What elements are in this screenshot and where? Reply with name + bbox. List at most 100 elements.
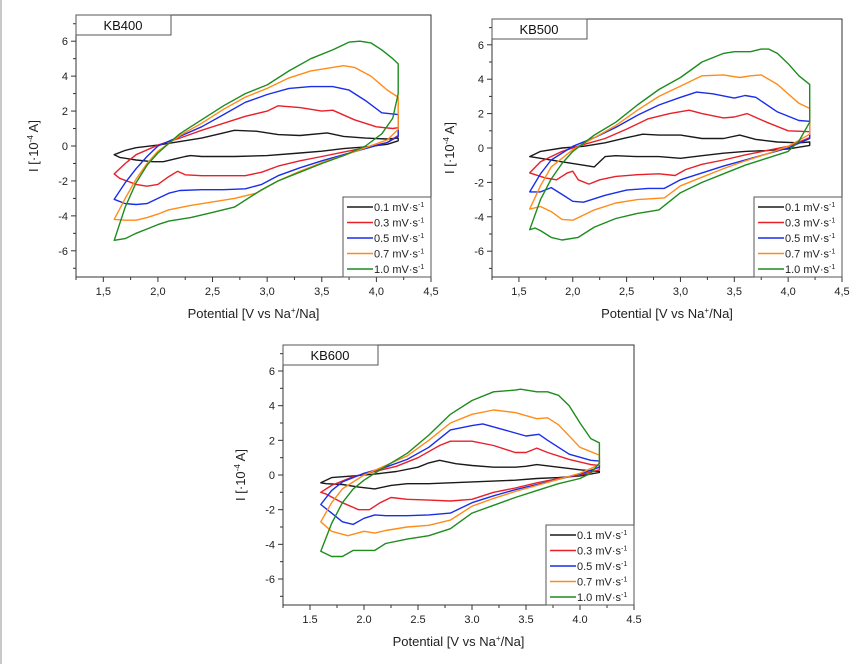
y-tick-label: 6 [269, 366, 275, 378]
legend-item: 0.1 mV·s-1 [550, 530, 627, 542]
y-tick-label: 2 [478, 109, 484, 121]
legend-label-superscript: -1 [829, 233, 835, 240]
legend-label-main: 1.0 mV·s [785, 264, 830, 276]
y-axis-label: I [·10-4 A] [442, 122, 457, 174]
x-axis-label-superscript: + [496, 634, 501, 643]
x-axis-label-suffix: /Na] [296, 306, 320, 321]
y-axis-label-suffix: A] [442, 122, 457, 137]
legend-label-superscript: -1 [621, 530, 627, 537]
legend-item: 0.1 mV·s-1 [347, 202, 424, 214]
x-tick-label: 3,5 [727, 286, 742, 298]
chart-title: KB400 [103, 18, 142, 33]
x-tick-label: 4,5 [423, 286, 438, 298]
legend-label-superscript: -1 [829, 202, 835, 209]
legend-label: 0.1 mV·s-1 [785, 202, 835, 214]
x-axis-label-superscript: + [704, 306, 709, 315]
legend-label-superscript: -1 [418, 202, 424, 209]
legend-label-superscript: -1 [829, 218, 835, 225]
title-box [282, 344, 379, 366]
chart-kb600: 1.5 2.0 2.5 3.0 3.5 4.0 4.5 -6 -4 -2 0 2 4 6 KB600 Pote… [233, 344, 642, 649]
legend-box [753, 196, 843, 278]
y-tick-label: -4 [58, 211, 68, 223]
x-tick-label: 1,5 [511, 286, 526, 298]
x-tick-label: 3.0 [464, 614, 479, 626]
y-tick-label: 0 [62, 141, 68, 153]
series-line-1-0 [113, 40, 399, 242]
legend-label-main: 0.1 mV·s [374, 202, 419, 214]
series-group [320, 388, 601, 558]
y-tick-label: 6 [62, 36, 68, 48]
x-tick-label: 2.0 [356, 614, 371, 626]
chart-title: KB600 [310, 348, 349, 363]
y-tick-label: 4 [478, 74, 484, 86]
x-axis-label-main: Potential [V vs Na [601, 306, 705, 321]
y-axis-label-suffix: A] [26, 120, 41, 135]
x-axis-label-suffix: /Na] [501, 634, 525, 649]
series-line-0-7 [320, 409, 601, 537]
legend-label-superscript: -1 [829, 249, 835, 256]
legend-label: 1.0 mV·s-1 [577, 592, 627, 604]
x-tick-label: 3,0 [673, 286, 688, 298]
x-tick-label: 1,5 [96, 286, 111, 298]
title-box [491, 18, 588, 40]
legend-label-superscript: -1 [418, 264, 424, 271]
x-axis-label-main: Potential [V vs Na [393, 634, 497, 649]
legend-box [342, 196, 432, 278]
legend-label: 0.1 mV·s-1 [577, 530, 627, 542]
legend-item: 0.5 mV·s-1 [550, 561, 627, 573]
y-tick-label: 0 [269, 470, 275, 482]
y-axis-label-superscript: -4 [26, 135, 35, 143]
x-axis-label: Potential [V vs Na+/Na] [393, 634, 525, 649]
legend-item: 0.3 mV·s-1 [347, 218, 424, 230]
legend-label-superscript: -1 [829, 264, 835, 271]
series-line-0-1 [528, 133, 811, 168]
y-axis-label: I [·10-4 A] [26, 120, 41, 172]
legend: 0.1 mV·s-10.3 mV·s-10.5 mV·s-10.7 mV·s-1… [342, 196, 432, 278]
legend-item: 0.7 mV·s-1 [550, 577, 627, 589]
legend-label: 1.0 mV·s-1 [374, 264, 424, 276]
x-tick-label: 3,5 [314, 286, 329, 298]
legend-label: 1.0 mV·s-1 [785, 264, 835, 276]
legend-label-main: 0.5 mV·s [374, 233, 419, 245]
legend-label-main: 0.3 mV·s [577, 546, 622, 558]
legend-label: 0.3 mV·s-1 [785, 218, 835, 230]
legend-label-superscript: -1 [621, 546, 627, 553]
y-tick-label: 2 [62, 106, 68, 118]
y-tick-label: 6 [478, 40, 484, 52]
y-tick-label: -2 [474, 177, 484, 189]
legend-label-main: 0.5 mV·s [577, 561, 622, 573]
legend-label: 0.3 mV·s-1 [374, 218, 424, 230]
legend-label-main: 0.1 mV·s [785, 202, 830, 214]
legend-item: 0.7 mV·s-1 [347, 249, 424, 261]
legend-label-superscript: -1 [621, 592, 627, 599]
legend-item: 0.5 mV·s-1 [758, 233, 835, 245]
x-tick-label: 4.0 [572, 614, 587, 626]
legend-label-main: 1.0 mV·s [374, 264, 419, 276]
y-axis-label-main: I [·10 [26, 142, 41, 172]
legend-item: 1.0 mV·s-1 [550, 592, 627, 604]
legend-label: 0.1 mV·s-1 [374, 202, 424, 214]
y-tick-label: 0 [478, 143, 484, 155]
legend-label-main: 0.3 mV·s [785, 218, 830, 230]
legend-item: 0.5 mV·s-1 [347, 233, 424, 245]
x-axis-label-suffix: /Na] [709, 306, 733, 321]
x-tick-label: 2,5 [619, 286, 634, 298]
x-tick-label: 2,5 [205, 286, 220, 298]
y-axis-label-superscript: -4 [442, 137, 451, 145]
legend-label-main: 0.7 mV·s [374, 249, 419, 261]
x-axis-label-superscript: + [291, 306, 296, 315]
y-tick-label: -6 [265, 574, 275, 586]
legend-label: 0.3 mV·s-1 [577, 546, 627, 558]
x-axis-label: Potential [V vs Na+/Na] [188, 306, 320, 321]
series-line-0-1 [113, 129, 399, 163]
y-tick-label: -6 [58, 246, 68, 258]
y-tick-label: 4 [269, 401, 275, 413]
x-tick-label: 2.5 [410, 614, 425, 626]
legend-label-superscript: -1 [621, 561, 627, 568]
y-axis-label-main: I [·10 [233, 471, 248, 501]
y-tick-label: -4 [265, 539, 275, 551]
x-tick-label: 4,0 [369, 286, 384, 298]
y-tick-label: -2 [265, 505, 275, 517]
legend: 0.1 mV·s-10.3 mV·s-10.5 mV·s-10.7 mV·s-1… [753, 196, 843, 278]
series-group [528, 48, 811, 241]
